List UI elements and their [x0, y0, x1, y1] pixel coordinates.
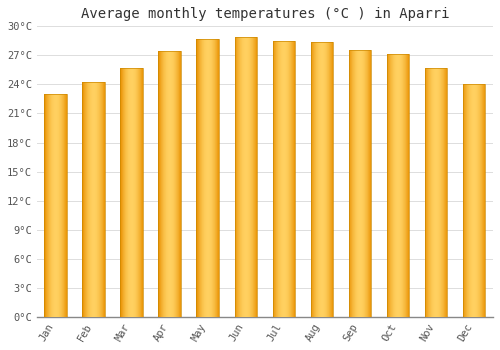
Bar — [424, 68, 448, 317]
Bar — [196, 39, 220, 317]
Bar — [158, 50, 182, 317]
Bar — [82, 83, 105, 317]
Bar — [44, 94, 67, 317]
Bar — [120, 68, 144, 317]
Bar — [234, 37, 258, 317]
Bar — [310, 42, 334, 317]
Title: Average monthly temperatures (°C ) in Aparri: Average monthly temperatures (°C ) in Ap… — [80, 7, 449, 21]
Bar — [348, 50, 372, 317]
Bar — [272, 41, 295, 317]
Bar — [386, 54, 409, 317]
Bar — [462, 84, 485, 317]
